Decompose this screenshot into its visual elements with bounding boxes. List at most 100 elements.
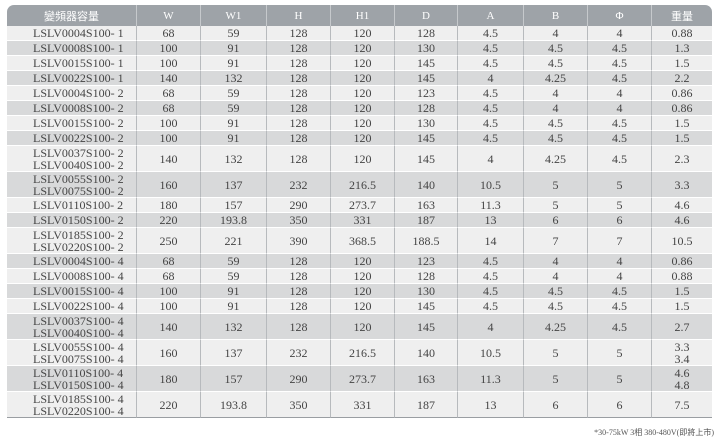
value-cell: 4.25 [524,314,588,340]
value-cell: 187 [395,213,458,228]
value-cell: 5 [588,366,652,392]
value-cell: 4.25 [524,71,588,86]
model-name: LSLV0055S100- 2 [33,171,124,186]
value-cell: 13 [458,392,524,418]
value-cell: 128 [267,71,331,86]
table-row: LSLV0015S100- 2 100 91 128 120 130 4.5 4.5 4.5 1.… [7,116,712,131]
value-cell: 290 [267,198,331,213]
value-cell: 4.5 [524,116,588,131]
value-cell: 5 [524,340,588,366]
value-cell: 137 [201,340,267,366]
model-cell: LSLV0150S100- 2 [7,213,137,228]
value-cell: 4.5 [458,56,524,71]
model-name: LSLV0220S100- 4 [33,403,124,418]
model-cell: LSLV0022S100- 4 [7,299,137,314]
weight-value: 4.6 [674,365,690,380]
value-cell: 120 [331,26,395,41]
weight-cell: 1.5 [652,56,712,71]
value-cell: 128 [267,56,331,71]
value-cell: 4.5 [458,254,524,269]
model-name: LSLV0022S100- 1 [33,71,124,85]
value-cell: 4.5 [588,146,652,172]
value-cell: 120 [331,314,395,340]
weight-value: 0.86 [671,101,693,115]
value-cell: 221 [201,228,267,254]
value-cell: 4.5 [588,131,652,146]
value-cell: 4 [524,254,588,269]
value-cell: 4 [588,254,652,269]
model-cell: LSLV0004S100- 2 [7,86,137,101]
table-row: LSLV0008S100- 1 100 91 128 120 130 4.5 4.5 4.5 1.… [7,41,712,56]
value-cell: 4 [524,101,588,116]
value-cell: 13 [458,213,524,228]
value-cell: 140 [395,172,458,198]
value-cell: 128 [395,101,458,116]
value-cell: 4 [588,26,652,41]
value-cell: 216.5 [331,340,395,366]
value-cell: 4 [458,71,524,86]
value-cell: 7 [524,228,588,254]
value-cell: 216.5 [331,172,395,198]
model-name: LSLV0022S100- 2 [33,131,124,145]
value-cell: 140 [137,71,201,86]
table-row: LSLV0004S100- 1 68 59 128 120 128 4.5 4 4 0.88 [7,26,712,41]
value-cell: 120 [331,101,395,116]
weight-value: 1.5 [674,299,690,313]
value-cell: 5 [588,172,652,198]
value-cell: 331 [331,213,395,228]
value-cell: 100 [137,284,201,299]
weight-cell: 2.2 [652,71,712,86]
value-cell: 130 [395,284,458,299]
model-name: LSLV0220S100- 2 [33,239,124,254]
model-name: LSLV0110S100- 4 [33,365,124,380]
value-cell: 273.7 [331,366,395,392]
value-cell: 10.5 [458,172,524,198]
value-cell: 140 [395,340,458,366]
value-cell: 145 [395,131,458,146]
value-cell: 160 [137,172,201,198]
weight-cell: 2.3 [652,146,712,172]
value-cell: 123 [395,86,458,101]
weight-value: 1.3 [674,41,690,55]
value-cell: 5 [524,366,588,392]
value-cell: 6 [588,392,652,418]
value-cell: 5 [524,198,588,213]
footnote: *30-75kW 3相 380-480V(即將上市) [594,428,714,437]
value-cell: 128 [267,314,331,340]
table-row: LSLV0185S100- 2 LSLV0220S100- 2 250 221 390 3… [7,228,712,254]
value-cell: 11.3 [458,366,524,392]
value-cell: 128 [267,254,331,269]
value-cell: 132 [201,71,267,86]
model-cell: LSLV0008S100- 1 [7,41,137,56]
value-cell: 91 [201,299,267,314]
value-cell: 157 [201,198,267,213]
model-name: LSLV0015S100- 2 [33,116,124,130]
value-cell: 120 [331,131,395,146]
weight-cell: 10.5 [652,228,712,254]
value-cell: 4 [588,86,652,101]
value-cell: 4.5 [458,86,524,101]
table-row: LSLV0185S100- 4 LSLV0220S100- 4 220 193.8 35… [7,392,712,418]
value-cell: 6 [524,213,588,228]
weight-cell: 7.5 [652,392,712,418]
model-cell: LSLV0185S100- 4 LSLV0220S100- 4 [7,392,137,418]
value-cell: 163 [395,198,458,213]
weight-cell: 1.5 [652,116,712,131]
value-cell: 5 [588,198,652,213]
table-row: LSLV0037S100- 2 LSLV0040S100- 2 140 132 128 1… [7,146,712,172]
model-name: LSLV0185S100- 2 [33,227,124,242]
model-name: LSLV0037S100- 2 [33,145,124,160]
model-name: LSLV0022S100- 4 [33,299,124,313]
value-cell: 120 [331,116,395,131]
weight-value: 1.5 [674,56,690,70]
model-cell: LSLV0037S100- 2 LSLV0040S100- 2 [7,146,137,172]
weight-cell: 1.5 [652,284,712,299]
weight-value: 0.88 [671,26,693,40]
weight-cell: 0.86 [652,86,712,101]
column-header: 重量 [652,5,712,26]
model-cell: LSLV0015S100- 2 [7,116,137,131]
value-cell: 368.5 [331,228,395,254]
value-cell: 350 [267,213,331,228]
value-cell: 120 [331,254,395,269]
table-row: LSLV0055S100- 4 LSLV0075S100- 4 160 137 232 2… [7,340,712,366]
